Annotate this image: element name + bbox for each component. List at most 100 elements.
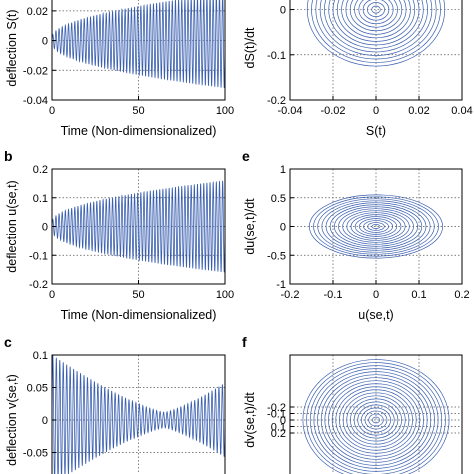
phase-orbit [332, 0, 420, 46]
x-tick-label: -0.2 [281, 289, 300, 301]
phase-orbit [306, 0, 446, 67]
panel-letter: f [242, 334, 247, 350]
y-tick-label: -0.2 [29, 279, 48, 291]
y-tick-label: -0.2 [267, 95, 286, 107]
phase-orbit [371, 5, 381, 14]
phase-orbit [363, 220, 389, 233]
phase-orbit [349, 0, 403, 32]
series-line [52, 0, 225, 88]
phase-orbit [371, 416, 381, 424]
panel-a: 0 50 100 -0.04 -0.02 0 0.02 Time (Non-dimension… [5, 0, 234, 138]
x-tick-label: 0.1 [411, 289, 426, 301]
phase-orbit [306, 362, 446, 474]
phase-orbit [338, 208, 414, 245]
y-tick-label: 0.5 [271, 193, 286, 205]
x-tick-label: 100 [216, 105, 234, 117]
phase-orbit [328, 0, 424, 49]
phase-orbit [361, 407, 391, 433]
x-axis-label: u(se,t) [358, 308, 393, 322]
y-tick-label: -0.1 [267, 50, 286, 62]
y-tick-label: 0 [280, 415, 286, 427]
x-tick-label: 50 [132, 289, 144, 301]
phase-orbit [353, 401, 399, 439]
panel-letter: c [4, 334, 12, 350]
series-group [52, 180, 225, 273]
phase-orbit [336, 0, 416, 42]
phase-orbit [339, 389, 413, 451]
y-tick-label: 0.1 [271, 422, 286, 434]
series-group [52, 0, 225, 88]
x-tick-label: 0.02 [408, 105, 429, 117]
phase-orbit [317, 371, 435, 469]
y-tick-label: -0.1 [267, 409, 286, 421]
series-group [52, 355, 225, 474]
x-tick-label: 0.2 [454, 289, 469, 301]
phase-orbit [315, 0, 437, 60]
y-tick-label: 1 [280, 164, 286, 176]
x-axis-label: S(t) [366, 124, 386, 138]
phase-orbit [358, 218, 394, 235]
y-tick-label: 0.2 [271, 428, 286, 440]
phase-orbit [317, 198, 435, 255]
x-tick-label: 0 [49, 289, 55, 301]
phase-orbit [320, 374, 432, 466]
phase-orbit [368, 413, 384, 427]
y-tick-label: -0.02 [23, 65, 48, 77]
phase-orbit [325, 202, 427, 251]
phase-orbit [309, 194, 444, 259]
y-tick-label: 0.2 [33, 164, 48, 176]
x-tick-label: -0.02 [320, 105, 345, 117]
phase-orbit [335, 386, 417, 454]
y-tick-label: -0.1 [29, 250, 48, 262]
y-tick-label: 0 [42, 415, 48, 427]
phase-orbit [319, 0, 433, 56]
y-tick-label: 0.02 [27, 6, 48, 18]
y-axis-label: deflection S(t) [5, 9, 19, 86]
y-axis-label: dv(se,t)/dt [243, 392, 257, 448]
panel-letter: e [242, 148, 250, 164]
y-tick-label: 0.05 [27, 383, 48, 395]
y-tick-label: 0 [280, 5, 286, 17]
x-tick-label: 0 [373, 105, 379, 117]
phase-orbit [302, 359, 450, 474]
panel-d: -0.04 -0.02 0 0.02 0.04 -0.2 -0.1 0 S(t) dS(t)/dt [243, 0, 473, 138]
y-axis-label: du(se,t)/dt [243, 198, 257, 255]
phase-orbit [354, 0, 398, 28]
panel-e: -0.2 -0.1 0 0.1 0.2 -1 -0.5 0 0.5 1 u(se,t) du(se,t… [242, 148, 470, 322]
phase-orbit [331, 383, 421, 457]
y-tick-label: -0.5 [267, 250, 286, 262]
panel-letter: b [4, 148, 13, 164]
phase-orbit [350, 398, 402, 442]
y-axis-label: deflection v(se,t) [5, 374, 19, 466]
x-axis-label: Time (Non-dimensionalized) [61, 124, 217, 138]
y-tick-label: -0.2 [267, 402, 286, 414]
x-tick-label: -0.04 [277, 105, 302, 117]
y-tick-label: 0 [42, 222, 48, 234]
phase-orbit [329, 204, 423, 249]
y-tick-label: 0.1 [33, 350, 48, 362]
phase-orbit [341, 0, 411, 39]
series-group [302, 359, 450, 474]
phase-orbit [333, 206, 419, 247]
y-tick-label: -0.04 [23, 95, 48, 107]
series-group [306, 0, 446, 67]
y-tick-label: -1 [276, 279, 286, 291]
phase-orbit [313, 368, 439, 472]
x-tick-label: 0 [373, 289, 379, 301]
phase-orbit [313, 196, 439, 257]
phase-orbit [364, 410, 388, 430]
series-line [52, 180, 225, 273]
phase-orbit [342, 392, 410, 448]
phase-orbit [342, 210, 410, 243]
phase-orbit [367, 222, 385, 231]
phase-orbit [324, 0, 428, 53]
x-tick-label: 0 [49, 105, 55, 117]
phase-orbit [357, 404, 395, 436]
y-tick-label: 0.1 [33, 193, 48, 205]
y-axis-label: deflection u(se,t) [5, 180, 19, 272]
phase-orbit [311, 0, 441, 63]
phase-orbit [346, 395, 406, 445]
